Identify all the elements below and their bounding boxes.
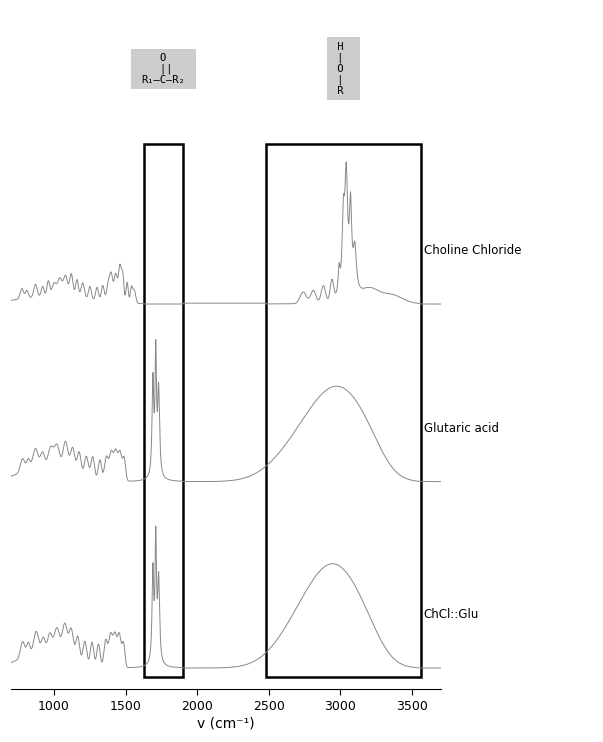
Text: Glutaric acid: Glutaric acid <box>423 421 499 435</box>
Bar <box>144 144 183 677</box>
Bar <box>266 144 421 677</box>
X-axis label: v (cm⁻¹): v (cm⁻¹) <box>197 717 254 731</box>
Text: Choline Chloride: Choline Chloride <box>423 244 521 257</box>
Text: O    
    ||   
R₁—C—R₂: O || R₁—C—R₂ <box>136 53 192 85</box>
Text: H  
 |  
 O  
 |  
 R: H | O | R <box>331 42 356 96</box>
Text: ChCl::Glu: ChCl::Glu <box>423 608 479 621</box>
